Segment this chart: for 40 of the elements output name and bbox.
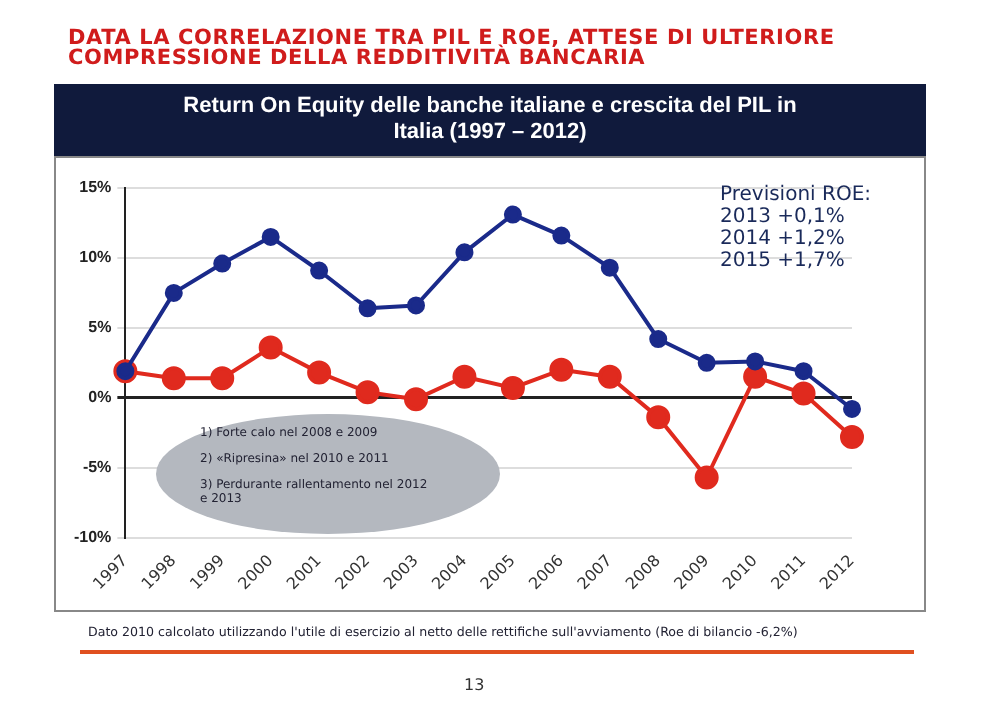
point bbox=[500, 375, 525, 400]
point bbox=[407, 296, 426, 315]
point bbox=[794, 362, 813, 381]
point bbox=[164, 283, 183, 302]
point bbox=[310, 261, 329, 280]
point bbox=[307, 360, 332, 385]
point bbox=[210, 366, 235, 391]
point bbox=[697, 353, 716, 372]
y-tick-label: 15% bbox=[79, 178, 112, 197]
point bbox=[743, 364, 768, 389]
point bbox=[649, 330, 668, 349]
point bbox=[597, 364, 622, 389]
chart-subtitle: Return On Equity delle banche italiane e crescita del PIL in Italia (1997 – 2012) bbox=[54, 84, 926, 156]
point bbox=[503, 205, 522, 224]
y-tick-label: -5% bbox=[82, 458, 112, 477]
point bbox=[600, 258, 619, 277]
point bbox=[694, 465, 719, 490]
y-tick-label: 0% bbox=[88, 388, 112, 407]
point bbox=[549, 357, 574, 382]
point bbox=[213, 254, 232, 273]
text: 13 bbox=[464, 676, 485, 694]
point bbox=[161, 366, 186, 391]
point bbox=[552, 226, 571, 245]
y-tick-label: 10% bbox=[79, 248, 112, 267]
point bbox=[261, 227, 280, 246]
point bbox=[791, 381, 816, 406]
point bbox=[646, 405, 671, 430]
point bbox=[455, 243, 474, 262]
point bbox=[355, 380, 380, 405]
y-tick-label: 5% bbox=[88, 318, 112, 337]
point bbox=[843, 399, 861, 418]
annotation: Previsioni ROE: 2013 +0,1% 2014 +1,2% 2015 +1,7% bbox=[720, 184, 872, 272]
chart-title: DATA LA CORRELAZIONE TRA PIL E ROE, ATTESE DI ULTERIORE COMPRESSIONE DELLA REDDITIVITÀ BANCARIA bbox=[68, 26, 837, 70]
point bbox=[404, 387, 429, 412]
point bbox=[452, 364, 477, 389]
point bbox=[258, 335, 283, 360]
point bbox=[746, 352, 765, 371]
point bbox=[358, 299, 377, 318]
y-tick-label: -10% bbox=[73, 528, 112, 547]
point bbox=[840, 424, 864, 449]
